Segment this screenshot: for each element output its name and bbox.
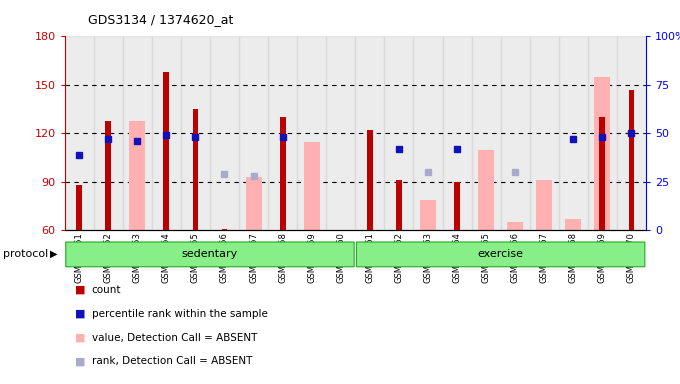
Bar	[478, 150, 494, 230]
Bar	[355, 36, 384, 230]
Text: sedentary: sedentary	[182, 249, 238, 260]
Bar	[565, 219, 581, 230]
Bar	[588, 36, 617, 230]
Bar	[76, 185, 82, 230]
Bar	[122, 36, 152, 230]
Text: exercise: exercise	[477, 249, 524, 260]
Bar	[530, 36, 559, 230]
Text: ■: ■	[75, 333, 85, 343]
Bar	[594, 77, 611, 230]
Bar	[617, 36, 646, 230]
Text: rank, Detection Call = ABSENT: rank, Detection Call = ABSENT	[92, 356, 252, 366]
Bar	[279, 117, 286, 230]
Bar	[210, 36, 239, 230]
Bar	[559, 36, 588, 230]
Bar	[129, 121, 146, 230]
Bar	[152, 36, 181, 230]
Bar	[105, 121, 111, 230]
Bar	[454, 182, 460, 230]
Bar	[420, 200, 436, 230]
Text: ■: ■	[75, 285, 85, 295]
Text: ▶: ▶	[50, 249, 58, 259]
Bar	[65, 36, 94, 230]
Bar	[413, 36, 443, 230]
Bar	[628, 90, 634, 230]
Bar	[507, 222, 523, 230]
Bar	[181, 36, 210, 230]
Bar	[443, 36, 472, 230]
Bar	[245, 177, 262, 230]
Text: percentile rank within the sample: percentile rank within the sample	[92, 309, 268, 319]
Text: count: count	[92, 285, 121, 295]
Bar	[326, 36, 355, 230]
FancyBboxPatch shape	[356, 242, 645, 267]
Text: ■: ■	[75, 356, 85, 366]
Bar	[268, 36, 297, 230]
FancyBboxPatch shape	[66, 242, 354, 267]
Text: GDS3134 / 1374620_at: GDS3134 / 1374620_at	[88, 13, 234, 26]
Text: protocol: protocol	[3, 249, 49, 259]
Bar	[222, 229, 227, 230]
Bar	[304, 142, 320, 230]
Bar	[537, 180, 552, 230]
Text: ■: ■	[75, 309, 85, 319]
Bar	[472, 36, 500, 230]
Bar	[384, 36, 413, 230]
Bar	[192, 109, 199, 230]
Bar	[367, 130, 373, 230]
Bar	[297, 36, 326, 230]
Text: value, Detection Call = ABSENT: value, Detection Call = ABSENT	[92, 333, 257, 343]
Bar	[239, 36, 268, 230]
Bar	[600, 117, 605, 230]
Bar	[396, 180, 402, 230]
Bar	[94, 36, 122, 230]
Bar	[163, 72, 169, 230]
Bar	[500, 36, 530, 230]
